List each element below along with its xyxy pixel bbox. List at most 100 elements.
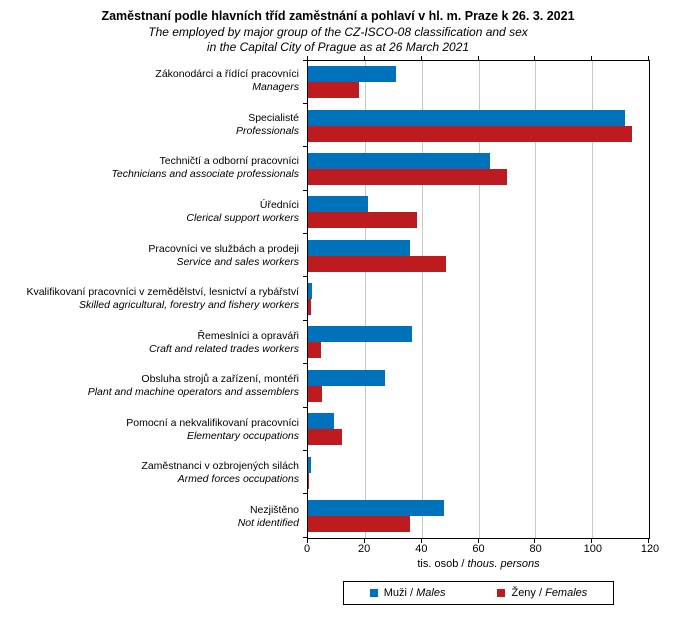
females-bar bbox=[308, 255, 446, 272]
gridline bbox=[364, 60, 366, 538]
bar-group bbox=[308, 408, 649, 451]
y-axis-tick bbox=[303, 363, 307, 365]
legend-wrap: Muži / Males Ženy / Females bbox=[307, 580, 650, 605]
bar-group bbox=[308, 104, 649, 147]
y-axis-tick bbox=[303, 102, 307, 104]
males-bar bbox=[308, 153, 490, 170]
x-axis-tick bbox=[363, 55, 365, 60]
y-axis-tick bbox=[303, 59, 307, 61]
females-bar bbox=[308, 385, 323, 402]
chart-title-english-line2: in the Capital City of Prague as at 26 M… bbox=[206, 39, 470, 54]
category-label: Techničtí a odborní pracovníci Technician… bbox=[0, 147, 307, 191]
category-label-english: Clerical support workers bbox=[186, 212, 299, 225]
bar-group bbox=[308, 321, 649, 364]
males-bar bbox=[308, 369, 385, 386]
x-axis-labels: 0 20 40 60 80 100 120 bbox=[303, 539, 659, 555]
females-bar bbox=[308, 125, 632, 142]
x-axis-tick bbox=[420, 55, 422, 60]
x-tick-label: 80 bbox=[529, 542, 542, 555]
bar-group bbox=[308, 364, 649, 407]
category-label-czech: Řemeslníci a opraváři bbox=[197, 329, 299, 342]
title-block: Zaměstnaní podle hlavních tříd zaměstnán… bbox=[0, 0, 676, 55]
category-label: Zákonodárci a řídící pracovníci Managers bbox=[0, 60, 307, 104]
legend-item: Muži / Males bbox=[369, 587, 445, 599]
gridline bbox=[421, 60, 423, 538]
category-label-english: Plant and machine operators and assemble… bbox=[87, 386, 299, 399]
x-axis-tick bbox=[591, 55, 593, 60]
females-bar bbox=[308, 299, 311, 316]
category-label-czech: Obsluha strojů a zařízení, montéři bbox=[141, 373, 299, 386]
category-label-czech: Zaměstnanci v ozbrojených silách bbox=[141, 460, 299, 473]
category-label-english: Skilled agricultural, forestry and fishe… bbox=[79, 299, 299, 312]
females-bar bbox=[308, 82, 360, 99]
category-label-czech: Nezjištěno bbox=[249, 503, 299, 516]
category-label: Specialisté Professionals bbox=[0, 103, 307, 147]
gridline bbox=[592, 60, 594, 538]
bar-group bbox=[308, 277, 649, 320]
females-bar bbox=[308, 169, 507, 186]
females-bar bbox=[308, 212, 418, 229]
category-label-czech: Pracovníci ve službách a prodeji bbox=[148, 242, 299, 255]
bar-group bbox=[308, 234, 649, 277]
legend-swatch-males bbox=[369, 588, 378, 597]
x-axis-tick bbox=[648, 55, 649, 60]
females-bar bbox=[308, 429, 343, 446]
y-axis-tick bbox=[303, 189, 307, 191]
males-bar bbox=[308, 66, 397, 83]
category-label: Úředníci Clerical support workers bbox=[0, 190, 307, 234]
category-label-english: Technicians and associate professionals bbox=[111, 168, 299, 181]
category-label-czech: Úředníci bbox=[259, 199, 299, 212]
category-label-english: Professionals bbox=[235, 124, 299, 137]
legend-swatch-females bbox=[497, 588, 506, 597]
males-bar bbox=[308, 109, 625, 126]
category-label-czech: Zákonodárci a řídící pracovníci bbox=[155, 68, 299, 81]
bar-group bbox=[308, 147, 649, 190]
category-label: Obsluha strojů a zařízení, montéři Plant … bbox=[0, 364, 307, 408]
females-bar bbox=[308, 342, 321, 359]
category-label: Zaměstnanci v ozbrojených silách Armed fo… bbox=[0, 452, 307, 496]
y-axis-tick bbox=[303, 449, 307, 451]
chart-title-english-line1: The employed by major group of the CZ-IS… bbox=[148, 24, 528, 39]
category-label-czech: Pomocní a nekvalifikovaní pracovníci bbox=[126, 416, 299, 429]
y-axis-tick bbox=[303, 233, 307, 235]
legend-label: Ženy / Females bbox=[511, 586, 588, 599]
y-axis-tick bbox=[303, 319, 307, 321]
x-axis-tick bbox=[591, 538, 593, 543]
category-label-czech: Kvalifikovaní pracovníci v zemědělství, … bbox=[26, 286, 299, 299]
x-axis-tick bbox=[534, 538, 536, 543]
x-tick-label: 120 bbox=[640, 542, 660, 555]
category-label-english: Elementary occupations bbox=[186, 429, 299, 442]
x-axis-tick bbox=[363, 538, 365, 543]
x-axis-title-prefix: tis. osob / bbox=[417, 557, 468, 570]
y-axis-tick bbox=[303, 276, 307, 278]
bar-group bbox=[308, 451, 649, 494]
x-tick-label: 20 bbox=[358, 542, 371, 555]
males-bar bbox=[308, 499, 445, 516]
plot-area bbox=[303, 55, 650, 543]
chart-body: Zákonodárci a řídící pracovníci Managers S… bbox=[0, 55, 676, 543]
x-axis-tick bbox=[307, 538, 308, 543]
category-labels: Zákonodárci a řídící pracovníci Managers S… bbox=[0, 60, 307, 539]
y-axis-tick bbox=[303, 146, 307, 148]
category-label: Kvalifikovaní pracovníci v zemědělství, … bbox=[0, 277, 307, 321]
x-axis-tick bbox=[420, 538, 422, 543]
x-axis-title-italic: thous. persons bbox=[467, 557, 540, 570]
legend-item: Ženy / Females bbox=[497, 587, 587, 599]
category-label-english: Craft and related trades workers bbox=[149, 342, 299, 355]
x-axis-tick bbox=[534, 55, 536, 60]
y-axis-tick bbox=[303, 493, 307, 495]
x-tick-label: 0 bbox=[303, 542, 311, 555]
x-axis-title: tis. osob / thous. persons bbox=[307, 558, 650, 570]
x-axis-tick bbox=[648, 538, 649, 543]
males-bar bbox=[308, 413, 334, 430]
category-label-english: Managers bbox=[252, 81, 299, 94]
category-label: Pracovníci ve službách a prodeji Service … bbox=[0, 234, 307, 278]
females-bar bbox=[308, 515, 411, 532]
bar-group bbox=[308, 494, 649, 537]
category-label: Řemeslníci a opraváři Craft and related t… bbox=[0, 321, 307, 365]
gridline bbox=[535, 60, 537, 538]
category-label: Pomocní a nekvalifikovaní pracovníci Elem… bbox=[0, 408, 307, 452]
category-label-english: Not identified bbox=[237, 516, 299, 529]
x-axis-tick bbox=[477, 538, 479, 543]
x-tick-label: 100 bbox=[583, 542, 603, 555]
